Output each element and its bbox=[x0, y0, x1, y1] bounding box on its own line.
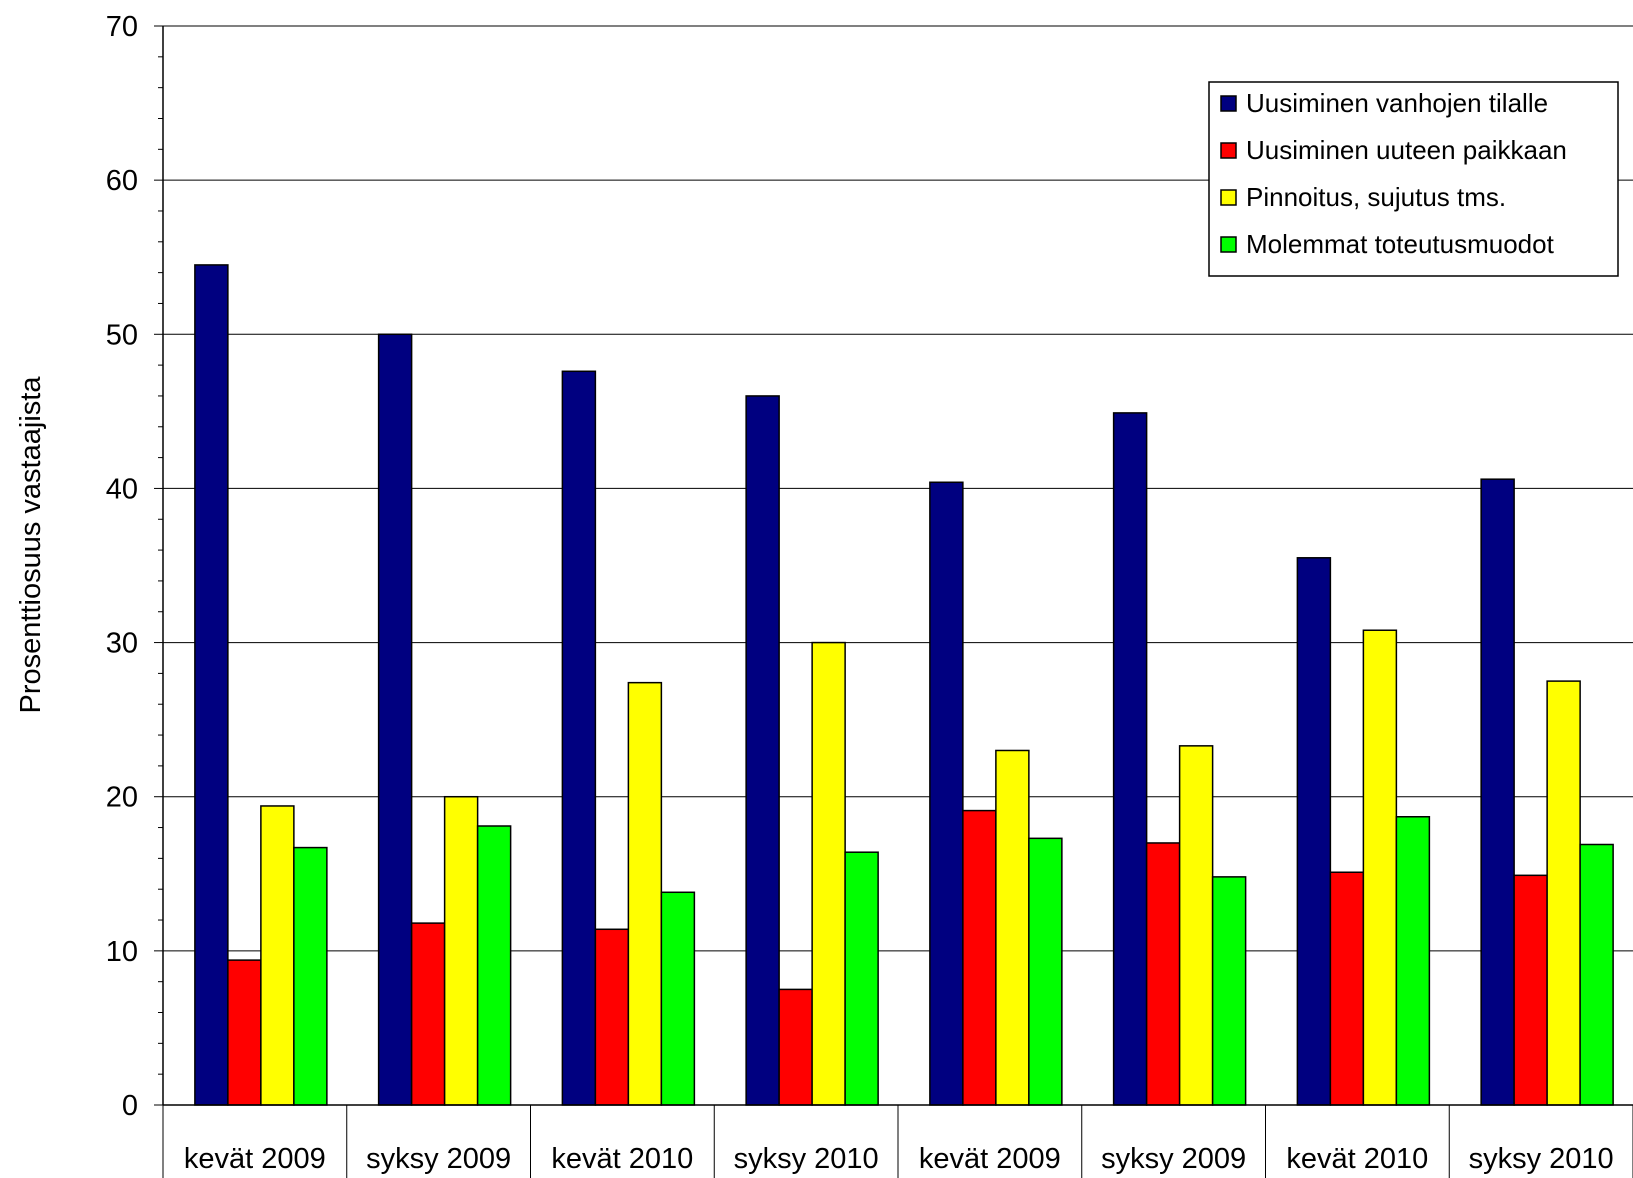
bar bbox=[995, 749, 1030, 1106]
bar bbox=[811, 641, 846, 1106]
bar bbox=[1513, 874, 1548, 1106]
bar bbox=[1112, 412, 1148, 1106]
bar bbox=[476, 825, 512, 1106]
bar bbox=[1362, 629, 1398, 1106]
legend-box bbox=[1208, 81, 1619, 277]
bar bbox=[194, 264, 229, 1106]
y-tick-label: 50 bbox=[106, 319, 138, 351]
bar bbox=[962, 809, 997, 1106]
y-tick-label: 60 bbox=[106, 165, 138, 197]
bar bbox=[745, 395, 780, 1106]
y-tick-label: 70 bbox=[106, 11, 138, 43]
bar bbox=[443, 795, 479, 1106]
bar bbox=[260, 805, 295, 1106]
bar bbox=[1546, 680, 1581, 1106]
bar bbox=[561, 370, 597, 1106]
legend-swatch bbox=[1220, 236, 1237, 253]
x-category-label: syksy 2010 bbox=[734, 1143, 879, 1175]
bar bbox=[1579, 843, 1614, 1106]
legend-label: Uusiminen uuteen paikkaan bbox=[1246, 135, 1567, 165]
y-tick-label: 0 bbox=[122, 1090, 138, 1122]
x-category-label: syksy 2010 bbox=[1469, 1143, 1614, 1175]
bar bbox=[410, 922, 446, 1106]
bar bbox=[1145, 842, 1181, 1106]
bar bbox=[844, 851, 879, 1106]
legend-swatch bbox=[1220, 95, 1237, 112]
bars bbox=[194, 264, 1614, 1106]
y-tick-label: 20 bbox=[106, 782, 138, 814]
bar bbox=[1296, 557, 1332, 1106]
x-category-label: syksy 2009 bbox=[1101, 1143, 1246, 1175]
legend: Uusiminen vanhojen tilalle Uusiminen uute… bbox=[1208, 81, 1619, 277]
bar bbox=[660, 891, 696, 1106]
bar bbox=[1395, 816, 1431, 1106]
bar bbox=[227, 959, 262, 1106]
x-category-label: syksy 2009 bbox=[366, 1143, 511, 1175]
y-axis-title: Prosenttiosuus vastaajista bbox=[15, 376, 47, 714]
bar bbox=[1329, 871, 1365, 1106]
x-axis-categories: kevät 2009 syksy 2009 kevät 2010 syksy 2010… bbox=[162, 1105, 1633, 1178]
y-tick-label: 10 bbox=[106, 936, 138, 968]
x-category-label: kevät 2009 bbox=[919, 1143, 1061, 1175]
bar bbox=[778, 988, 813, 1106]
bar bbox=[293, 846, 328, 1106]
legend-swatch bbox=[1220, 142, 1237, 159]
legend-label: Molemmat toteutusmuodot bbox=[1246, 229, 1555, 259]
legend-label: Pinnoitus, sujutus tms. bbox=[1246, 182, 1506, 212]
y-tick-label: 40 bbox=[106, 473, 138, 505]
y-tick-label: 30 bbox=[106, 628, 138, 660]
bar bbox=[594, 928, 630, 1106]
bar bbox=[627, 681, 663, 1106]
x-category-label: kevät 2010 bbox=[1286, 1143, 1428, 1175]
bar bbox=[1178, 745, 1214, 1106]
bar bbox=[929, 481, 964, 1106]
x-category-label: kevät 2009 bbox=[184, 1143, 326, 1175]
legend-swatch bbox=[1220, 189, 1237, 206]
legend-label: Uusiminen vanhojen tilalle bbox=[1246, 88, 1548, 118]
bar bbox=[377, 333, 413, 1106]
y-axis-ticks: 0 10 20 30 40 50 60 70 bbox=[106, 11, 163, 1122]
bar bbox=[1480, 478, 1515, 1106]
x-category-label: kevät 2010 bbox=[551, 1143, 693, 1175]
bar bbox=[1028, 837, 1063, 1106]
bar bbox=[1211, 876, 1247, 1106]
